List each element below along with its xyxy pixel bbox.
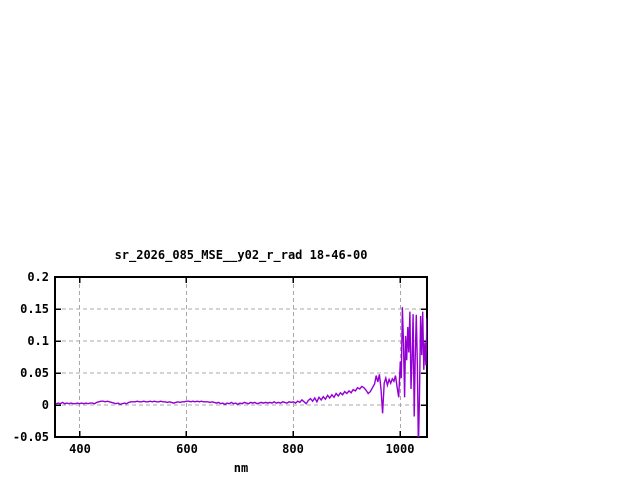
x-tick-label: 1000	[385, 442, 415, 456]
x-tick-label: 400	[69, 442, 91, 456]
y-tick-label: -0.05	[12, 430, 49, 444]
x-tick-label: 600	[176, 442, 198, 456]
x-tick-label: 800	[282, 442, 304, 456]
y-tick-label: 0.15	[20, 302, 49, 316]
y-tick-label: 0.05	[20, 366, 49, 380]
chart-title: sr_2026_085_MSE__y02_r_rad 18-46-00	[114, 248, 368, 262]
y-tick-label: 0.2	[27, 270, 49, 284]
y-tick-label: 0.1	[27, 334, 49, 348]
y-tick-label: 0	[41, 398, 49, 412]
x-axis-label: nm	[233, 461, 249, 475]
